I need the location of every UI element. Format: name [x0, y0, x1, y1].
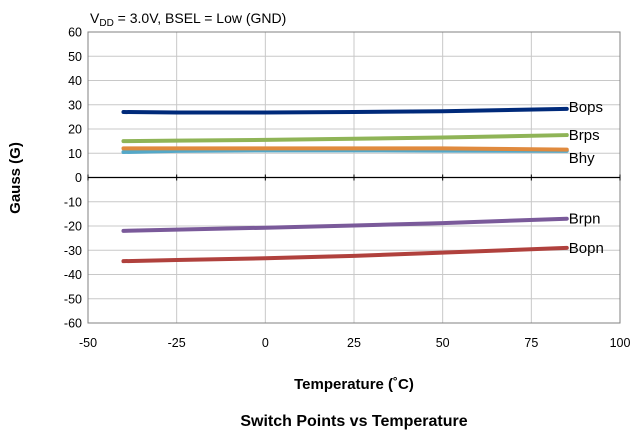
series-label-brps: Brps — [569, 127, 600, 144]
y-tick-label: -20 — [64, 220, 82, 234]
y-axis-title: Gauss (G) — [7, 142, 24, 214]
y-tick-label: 10 — [68, 147, 82, 161]
y-tick-labels: 60 50 40 30 20 10 0 -10 -20 -30 -40 -50 -60 — [64, 26, 82, 331]
condition-text: VDD = 3.0V, BSEL = Low (GND) — [90, 10, 286, 29]
y-tick-label: 20 — [68, 123, 82, 137]
series-label-bopn: Bopn — [569, 240, 604, 257]
series-line-bopn — [121, 245, 569, 264]
chart-title: Switch Points vs Temperature — [240, 413, 467, 430]
zero-axis — [87, 174, 621, 181]
y-tick-label: 30 — [68, 98, 82, 112]
x-tick-label: 75 — [524, 336, 538, 350]
y-tick-label: 60 — [68, 26, 82, 40]
y-tick-label: -40 — [64, 268, 82, 282]
y-tick-label: -50 — [64, 292, 82, 306]
x-tick-label: 25 — [347, 336, 361, 350]
y-tick-label: 40 — [68, 74, 82, 88]
series-label-bops: Bops — [569, 99, 603, 116]
series-line-unlabeled — [121, 146, 569, 152]
series-line-bops — [121, 106, 569, 115]
series-line-brps — [121, 133, 569, 144]
y-tick-label: 0 — [75, 171, 82, 185]
x-tick-label: -50 — [79, 336, 97, 350]
series-line-brpn — [121, 216, 569, 233]
x-tick-label: -25 — [168, 336, 186, 350]
series-label-brpn: Brpn — [569, 211, 601, 228]
y-tick-label: -60 — [64, 317, 82, 331]
vdd-subscript: DD — [99, 18, 113, 29]
y-tick-label: -10 — [64, 195, 82, 209]
x-axis-title: Temperature (˚C) — [294, 376, 414, 393]
x-tick-label: 100 — [610, 336, 631, 350]
series-labels: Bops Brps Bhy Brpn Bopn — [569, 99, 604, 257]
series-lines — [121, 106, 569, 264]
y-tick-label: 50 — [68, 50, 82, 64]
x-tick-labels: -50 -25 0 25 50 75 100 — [79, 336, 631, 350]
x-tick-label: 0 — [262, 336, 269, 350]
y-tick-label: -30 — [64, 244, 82, 258]
series-label-bhy: Bhy — [569, 150, 595, 167]
x-tick-label: 50 — [436, 336, 450, 350]
